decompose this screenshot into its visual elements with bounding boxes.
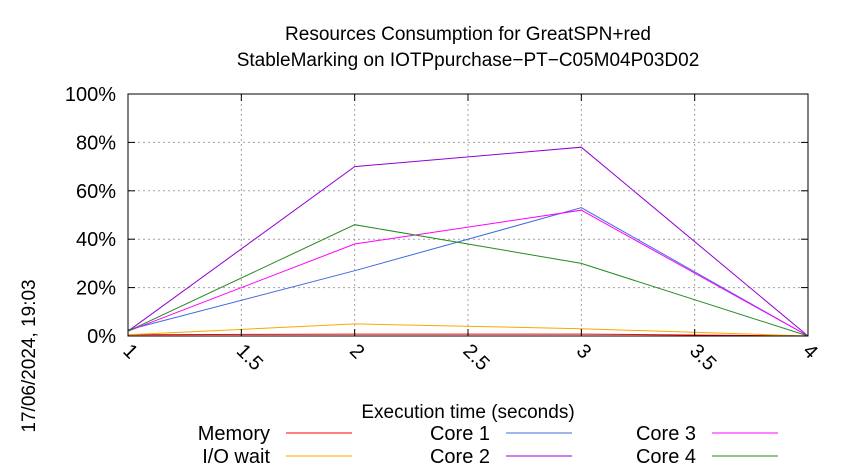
legend-label-i-o-wait: I/O wait xyxy=(202,446,270,468)
x-tick-label: 2 xyxy=(345,340,368,363)
x-axis-label: Execution time (seconds) xyxy=(361,402,574,423)
series-line-core-3 xyxy=(127,209,809,337)
x-tick-label: 4 xyxy=(798,340,821,363)
legend-label-core-2: Core 2 xyxy=(430,446,490,468)
y-tick-label: 80% xyxy=(76,132,116,154)
x-tick-label: 2.5 xyxy=(458,340,493,375)
x-tick-label: 3 xyxy=(572,340,595,363)
y-tick-label: 60% xyxy=(76,181,116,203)
legend-label-memory: Memory xyxy=(198,423,270,445)
x-tick-label: 3.5 xyxy=(685,340,720,375)
chart-title-line-2: StableMarking on IOTPpurchase−PT−C05M04P… xyxy=(237,50,700,71)
x-tick-label: 1.5 xyxy=(232,340,267,375)
y-tick-label: 40% xyxy=(76,229,116,251)
y-tick-label: 100% xyxy=(65,84,116,106)
grid-layer xyxy=(128,94,808,336)
series-line-core-1 xyxy=(127,207,809,337)
legend-label-core-4: Core 4 xyxy=(636,446,696,468)
y-axis-ticks: 0% 20% 40% 60% 80% 100% xyxy=(65,84,808,348)
x-tick-label: 1 xyxy=(118,340,141,363)
timestamp: 17/06/2024, 19:03 xyxy=(19,279,40,432)
chart-title-line-1: Resources Consumption for GreatSPN+red xyxy=(285,24,651,45)
series-line-core-4 xyxy=(127,224,809,337)
legend-label-core-3: Core 3 xyxy=(636,423,696,445)
series-line-core-2 xyxy=(127,146,809,337)
y-tick-label: 20% xyxy=(76,278,116,300)
y-tick-label: 0% xyxy=(87,326,116,348)
legend-label-core-1: Core 1 xyxy=(430,423,490,445)
